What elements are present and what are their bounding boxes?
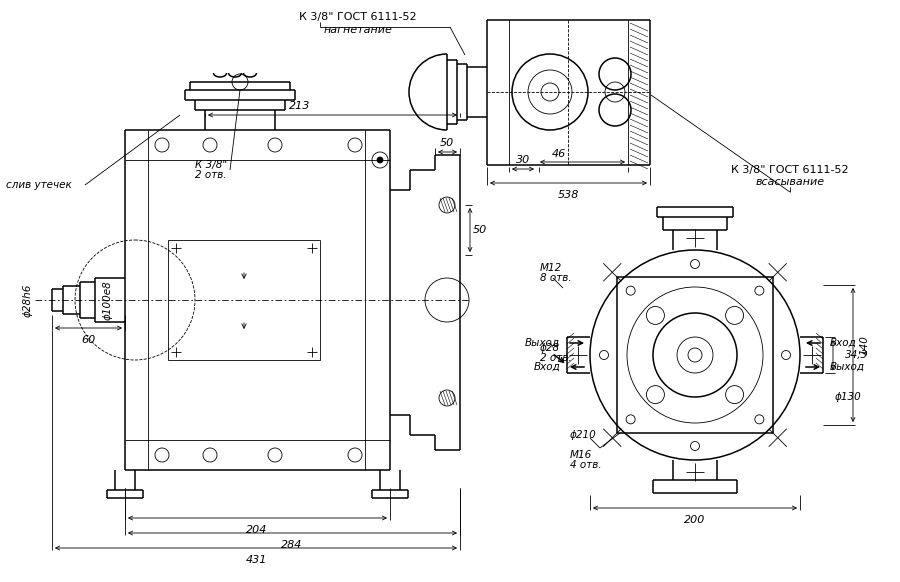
Text: ϕ28: ϕ28 xyxy=(540,343,560,353)
Text: ϕ210: ϕ210 xyxy=(570,430,597,440)
Text: M16: M16 xyxy=(570,450,592,460)
Text: 284: 284 xyxy=(282,540,302,550)
Text: К 3/8" ГОСТ 6111-52: К 3/8" ГОСТ 6111-52 xyxy=(299,12,417,22)
Text: 140: 140 xyxy=(859,335,869,355)
Text: 8 отв.: 8 отв. xyxy=(540,273,572,283)
Text: Вход: Вход xyxy=(533,362,560,372)
Text: 34,3: 34,3 xyxy=(845,350,868,360)
Text: 200: 200 xyxy=(684,515,706,525)
Text: нагнетание: нагнетание xyxy=(324,25,392,35)
Text: 46: 46 xyxy=(552,149,566,159)
Text: 4 отв.: 4 отв. xyxy=(570,460,601,470)
Text: 204: 204 xyxy=(247,525,267,535)
Text: 50: 50 xyxy=(472,225,487,235)
Text: 60: 60 xyxy=(81,335,95,345)
Text: 213: 213 xyxy=(289,101,310,111)
Text: 50: 50 xyxy=(440,138,454,148)
Text: Выход: Выход xyxy=(525,338,560,348)
Text: К 3/8": К 3/8" xyxy=(195,160,227,170)
Text: ϕ130: ϕ130 xyxy=(835,392,862,402)
Bar xyxy=(168,240,320,360)
Text: ϕ100e8: ϕ100e8 xyxy=(103,280,113,320)
Text: слив утечек: слив утечек xyxy=(6,180,72,190)
Text: 30: 30 xyxy=(516,155,530,165)
Text: 2 отв.: 2 отв. xyxy=(540,353,572,363)
Bar xyxy=(617,277,773,433)
Text: Выход: Выход xyxy=(830,362,865,372)
Text: 431: 431 xyxy=(246,555,266,565)
Text: Вход: Вход xyxy=(830,338,857,348)
Circle shape xyxy=(377,157,383,163)
Text: 2 отв.: 2 отв. xyxy=(195,170,227,180)
Text: M12: M12 xyxy=(540,263,562,273)
Text: К 3/8" ГОСТ 6111-52: К 3/8" ГОСТ 6111-52 xyxy=(731,165,849,175)
Text: всасывание: всасывание xyxy=(755,177,824,187)
Text: 538: 538 xyxy=(557,190,579,200)
Text: ϕ28h6: ϕ28h6 xyxy=(23,283,33,317)
